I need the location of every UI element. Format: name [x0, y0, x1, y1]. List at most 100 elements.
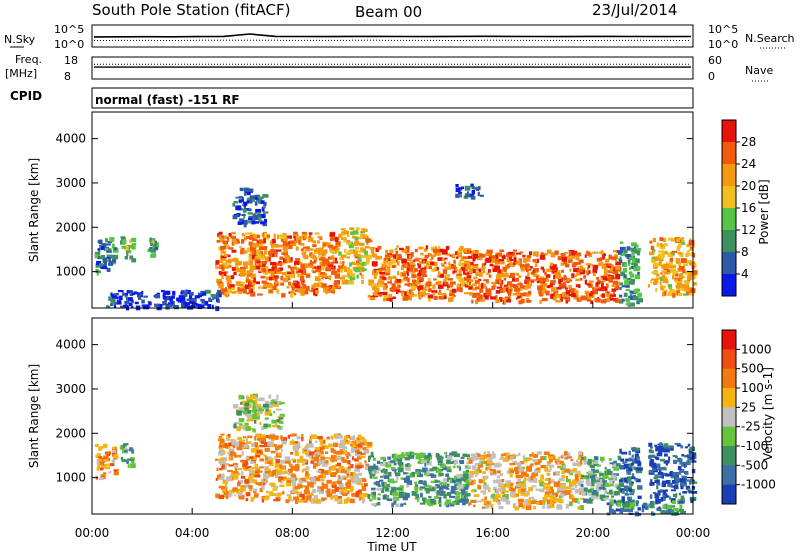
- data-cell: [245, 187, 250, 192]
- data-cell: [359, 233, 363, 237]
- data-cell: [669, 471, 674, 476]
- data-cell: [261, 485, 265, 490]
- data-cell: [263, 282, 269, 287]
- data-cell: [607, 263, 612, 267]
- data-cell: [236, 238, 240, 244]
- data-cell: [409, 296, 412, 301]
- data-cell: [662, 289, 668, 293]
- data-cell: [434, 480, 439, 483]
- data-cell: [556, 505, 563, 510]
- data-cell: [356, 264, 360, 269]
- data-cell: [342, 263, 345, 266]
- data-cell: [273, 275, 279, 279]
- data-cell: [271, 266, 277, 271]
- data-cell: [380, 463, 386, 467]
- data-cell: [564, 252, 568, 255]
- data-cell: [466, 461, 471, 464]
- data-cell: [333, 451, 338, 454]
- data-cell: [264, 232, 267, 238]
- data-cell: [321, 250, 327, 255]
- data-cell: [629, 255, 634, 260]
- data-cell: [293, 267, 300, 270]
- colorbar-swatch: [722, 208, 736, 231]
- data-cell: [464, 281, 470, 286]
- data-cell: [463, 483, 470, 488]
- data-cell: [499, 284, 503, 287]
- data-cell: [558, 284, 563, 288]
- data-cell: [637, 461, 642, 467]
- data-cell: [295, 270, 300, 274]
- data-cell: [258, 270, 262, 273]
- data-cell: [251, 442, 255, 448]
- data-cell: [367, 494, 371, 500]
- data-cell: [327, 290, 330, 293]
- data-cell: [580, 267, 586, 272]
- data-cell: [680, 510, 686, 515]
- data-cell: [428, 485, 432, 491]
- data-cell: [682, 498, 685, 504]
- data-cell: [97, 250, 101, 256]
- data-cell: [526, 458, 533, 461]
- data-cell: [601, 293, 605, 298]
- data-cell: [546, 278, 550, 282]
- data-cell: [572, 462, 578, 466]
- data-cell: [317, 277, 321, 282]
- data-cell: [238, 407, 244, 411]
- data-cell: [194, 295, 201, 299]
- data-cell: [331, 286, 336, 289]
- data-cell: [274, 281, 279, 287]
- data-cell: [553, 498, 560, 503]
- data-cell: [586, 283, 591, 286]
- data-cell: [240, 281, 245, 285]
- data-cell: [246, 466, 252, 469]
- data-cell: [585, 263, 592, 266]
- data-cell: [691, 491, 698, 494]
- data-cell: [526, 293, 531, 297]
- data-cell: [486, 249, 493, 254]
- data-cell: [558, 456, 561, 459]
- data-cell: [241, 400, 247, 405]
- data-cell: [526, 255, 532, 259]
- data-cell: [665, 463, 668, 466]
- data-cell: [309, 453, 312, 459]
- data-cell: [298, 236, 302, 239]
- data-cell: [349, 498, 355, 504]
- data-cell: [508, 453, 511, 458]
- data-cell: [650, 278, 656, 281]
- data-cell: [661, 482, 666, 488]
- data-cell: [358, 242, 365, 247]
- data-cell: [274, 268, 280, 272]
- data-cell: [579, 490, 582, 495]
- data-cell: [501, 453, 506, 456]
- data-cell: [257, 250, 262, 255]
- data-cell: [681, 283, 686, 289]
- data-cell: [510, 272, 515, 278]
- colorbar-tick-label: 100: [741, 381, 764, 395]
- data-cell: [596, 481, 602, 486]
- data-cell: [184, 303, 189, 308]
- data-cell: [215, 493, 220, 498]
- data-cell: [228, 464, 234, 467]
- data-cell: [453, 475, 457, 480]
- data-cell: [141, 304, 144, 307]
- data-cell: [127, 458, 133, 461]
- data-cell: [553, 472, 556, 476]
- data-cell: [277, 497, 281, 500]
- data-cell: [357, 443, 363, 448]
- data-cell: [323, 243, 327, 246]
- data-cell: [513, 467, 520, 472]
- data-cell: [321, 283, 327, 288]
- data-cell: [575, 252, 581, 257]
- data-cell: [352, 479, 359, 484]
- data-cell: [473, 258, 476, 261]
- data-cell: [622, 461, 628, 464]
- data-cell: [661, 509, 666, 515]
- data-cell: [534, 469, 538, 474]
- data-cell: [259, 487, 263, 492]
- noise-sky-line: [93, 33, 692, 38]
- data-cell: [309, 260, 312, 263]
- data-cell: [590, 300, 593, 305]
- data-cell: [361, 236, 367, 239]
- data-cell: [592, 287, 597, 291]
- data-cell: [641, 507, 645, 513]
